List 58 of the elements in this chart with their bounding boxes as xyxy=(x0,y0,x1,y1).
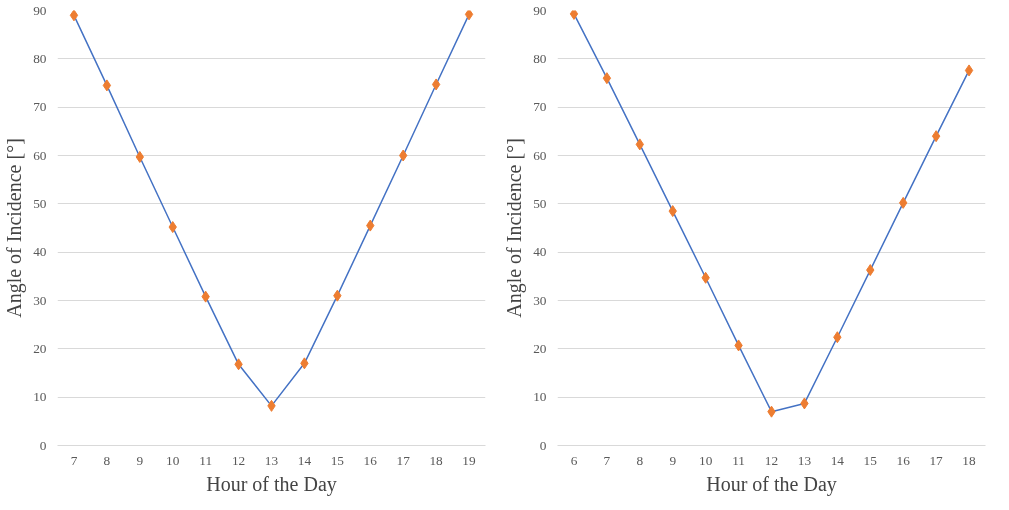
y-tick-label: 70 xyxy=(33,99,47,115)
y-tick-label: 60 xyxy=(33,147,47,163)
x-tick-label: 18 xyxy=(429,452,444,468)
x-tick-label: 11 xyxy=(732,452,745,468)
x-tick-label: 14 xyxy=(830,452,845,468)
x-tick-label: 9 xyxy=(669,452,677,468)
y-tick-label: 90 xyxy=(533,2,547,18)
x-tick-label: 7 xyxy=(603,452,611,468)
y-tick-label: 80 xyxy=(33,50,47,66)
x-tick-label: 11 xyxy=(199,452,213,468)
y-tick-label: 20 xyxy=(33,340,47,356)
y-tick-label: 10 xyxy=(533,389,547,405)
x-tick-label: 14 xyxy=(297,452,312,468)
y-axis-title: Angle of Incidence [°] xyxy=(3,138,27,318)
x-tick-label: 10 xyxy=(166,452,180,468)
point xyxy=(102,79,112,92)
x-tick-label: 15 xyxy=(330,452,345,468)
x-tick-label: 17 xyxy=(396,452,411,468)
y-tick-label: 30 xyxy=(533,292,547,308)
x-tick-label: 16 xyxy=(363,452,378,468)
y-tick-label: 0 xyxy=(39,437,47,453)
point xyxy=(431,78,441,91)
x-tick-label: 7 xyxy=(70,452,78,468)
point xyxy=(464,10,474,21)
y-tick-label: 20 xyxy=(533,340,547,356)
y-tick-label: 70 xyxy=(533,99,547,115)
y-tick-label: 50 xyxy=(533,195,547,211)
point xyxy=(569,10,579,20)
x-tick-label: 12 xyxy=(764,452,779,468)
x-tick-label: 16 xyxy=(896,452,911,468)
x-tick-label: 17 xyxy=(929,452,944,468)
point xyxy=(602,72,612,85)
y-tick-label: 30 xyxy=(33,292,47,308)
y-tick-label: 40 xyxy=(533,244,547,260)
x-tick-label: 8 xyxy=(103,452,111,468)
x-tick-label: 9 xyxy=(136,452,144,468)
x-tick-label: 15 xyxy=(863,452,878,468)
point xyxy=(931,130,941,143)
y-tick-label: 80 xyxy=(533,50,547,66)
point xyxy=(69,10,79,22)
x-tick-label: 19 xyxy=(462,452,477,468)
x-axis-title: Hour of the Day xyxy=(206,472,337,496)
y-tick-label: 50 xyxy=(33,195,47,211)
point xyxy=(964,64,974,77)
x-tick-label: 10 xyxy=(698,452,713,468)
y-tick-label: 10 xyxy=(33,389,47,405)
x-tick-label: 12 xyxy=(231,452,246,468)
y-tick-label: 90 xyxy=(33,2,47,18)
x-axis-title: Hour of the Day xyxy=(706,472,837,496)
x-tick-label: 18 xyxy=(962,452,977,468)
y-axis-title: Angle of Incidence [°] xyxy=(503,138,527,318)
y-tick-label: 0 xyxy=(539,437,547,453)
x-tick-label: 8 xyxy=(636,452,644,468)
x-tick-label: 13 xyxy=(797,452,812,468)
y-tick-label: 60 xyxy=(533,147,547,163)
x-tick-label: 6 xyxy=(570,452,578,468)
x-tick-label: 13 xyxy=(264,452,279,468)
y-tick-label: 40 xyxy=(33,244,47,260)
